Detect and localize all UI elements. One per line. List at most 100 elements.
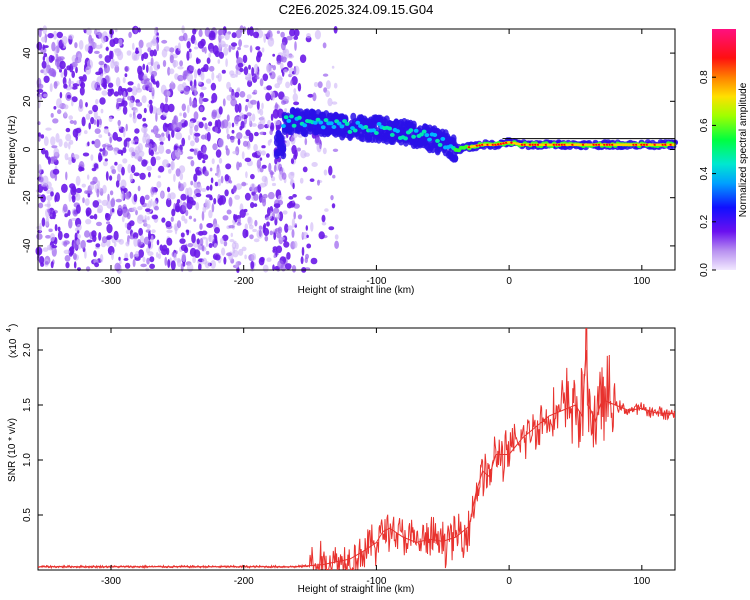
noise-speckle — [216, 167, 221, 178]
noise-speckle — [102, 150, 108, 157]
noise-speckle — [219, 35, 225, 39]
ridge-mid — [387, 126, 393, 131]
noise-speckle — [201, 117, 207, 121]
ridge-mid — [437, 142, 443, 147]
noise-speckle — [146, 203, 149, 208]
noise-speckle — [186, 199, 193, 210]
noise-speckle — [134, 128, 140, 134]
noise-speckle — [239, 209, 246, 218]
noise-speckle — [132, 114, 137, 124]
noise-speckle — [307, 93, 314, 98]
ridge-mid — [339, 124, 345, 129]
noise-speckle — [126, 87, 133, 93]
noise-speckle — [108, 116, 113, 123]
noise-speckle — [125, 123, 128, 132]
noise-speckle — [230, 42, 238, 47]
noise-speckle — [169, 54, 174, 64]
noise-speckle — [38, 202, 44, 209]
noise-speckle — [195, 202, 200, 211]
noise-speckle — [167, 259, 171, 268]
noise-speckle — [198, 121, 204, 129]
noise-speckle — [128, 31, 132, 38]
noise-speckle — [173, 59, 176, 69]
noise-speckle — [153, 191, 157, 195]
noise-speckle — [63, 249, 71, 255]
noise-speckle — [65, 127, 71, 133]
noise-speckle — [142, 117, 147, 122]
noise-speckle — [218, 157, 223, 164]
noise-speckle — [277, 260, 284, 269]
noise-speckle — [209, 167, 213, 172]
noise-speckle — [41, 36, 47, 43]
noise-speckle — [161, 248, 168, 256]
noise-speckle — [147, 171, 151, 178]
noise-speckle — [225, 58, 228, 67]
noise-speckle — [158, 165, 165, 173]
y-tick-label: 2.0 — [22, 343, 33, 357]
noise-speckle — [156, 43, 159, 52]
noise-speckle — [251, 123, 257, 127]
noise-speckle — [264, 235, 269, 242]
noise-speckle — [182, 181, 187, 188]
noise-speckle — [54, 224, 58, 232]
noise-speckle — [211, 71, 215, 81]
noise-speckle — [234, 194, 241, 200]
noise-speckle — [230, 91, 236, 101]
noise-speckle — [239, 67, 244, 73]
noise-speckle — [137, 239, 142, 248]
noise-speckle — [197, 81, 202, 85]
noise-speckle — [226, 81, 231, 90]
noise-speckle — [243, 66, 249, 76]
noise-speckle — [41, 60, 47, 69]
noise-speckle — [311, 162, 318, 167]
noise-speckle — [271, 182, 277, 187]
noise-speckle — [300, 256, 304, 265]
snr-y-ticks: 0.5 1.0 1.5 2.0 — [22, 343, 675, 522]
noise-speckle — [77, 234, 81, 239]
noise-speckle — [333, 82, 338, 89]
noise-speckle — [110, 198, 116, 208]
noise-speckle — [244, 104, 248, 112]
noise-speckle — [77, 53, 82, 63]
noise-speckle — [321, 221, 327, 226]
x-tick-label: -300 — [101, 276, 121, 287]
noise-speckle — [85, 113, 91, 120]
noise-speckle — [80, 167, 85, 172]
ridge-mid — [424, 133, 430, 138]
noise-speckle — [181, 103, 186, 112]
noise-speckle — [259, 108, 264, 116]
noise-speckle — [245, 171, 248, 179]
noise-speckle — [228, 225, 235, 229]
noise-speckle — [269, 71, 276, 80]
noise-speckle — [112, 131, 118, 141]
noise-speckle — [331, 101, 338, 105]
noise-speckle — [154, 151, 160, 155]
noise-speckle — [195, 192, 202, 198]
noise-speckle — [93, 163, 99, 169]
noise-speckle — [66, 94, 71, 99]
noise-speckle — [56, 31, 63, 39]
noise-speckle — [287, 54, 295, 59]
noise-speckle — [61, 35, 68, 45]
noise-speckle — [110, 88, 115, 95]
noise-speckle — [253, 203, 258, 208]
noise-speckle — [186, 73, 194, 82]
noise-speckle — [214, 254, 221, 261]
noise-speckle — [218, 29, 225, 35]
noise-speckle — [189, 96, 192, 107]
noise-speckle — [73, 261, 77, 269]
noise-speckle — [48, 54, 54, 63]
noise-speckle — [206, 223, 214, 228]
noise-speckle — [164, 123, 170, 128]
noise-speckle — [129, 251, 134, 259]
noise-speckle — [74, 42, 78, 49]
snr-y-label: SNR (10 * v/v) — [7, 418, 18, 482]
noise-speckle — [117, 125, 122, 129]
noise-speckle — [242, 140, 249, 147]
ridge-mid — [363, 125, 369, 129]
noise-speckle — [270, 125, 274, 130]
noise-speckle — [205, 237, 209, 248]
noise-speckle — [278, 171, 284, 181]
noise-speckle — [210, 100, 215, 104]
noise-speckle — [235, 183, 242, 190]
